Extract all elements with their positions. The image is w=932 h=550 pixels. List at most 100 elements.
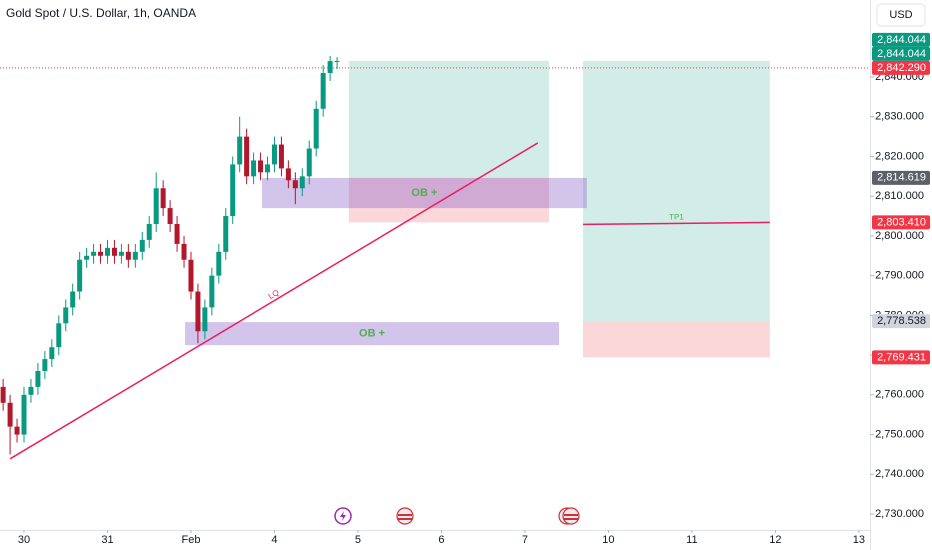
candle-body <box>118 251 124 256</box>
price-label-bg <box>872 350 930 365</box>
price-label-bg <box>872 46 930 61</box>
flag-stripe <box>398 518 412 520</box>
candle-body <box>132 251 138 260</box>
price-label: 2,769.431 <box>877 351 926 363</box>
candle-body <box>98 251 104 256</box>
candle-body <box>139 239 145 252</box>
zone <box>261 177 587 209</box>
zone <box>348 60 549 178</box>
x-tick-label: 4 <box>271 534 277 546</box>
x-tick-label: 30 <box>18 534 30 546</box>
candle-body <box>56 323 62 348</box>
event-icon-bolt <box>340 511 346 521</box>
candle-body <box>125 251 131 260</box>
currency-button[interactable] <box>876 3 926 27</box>
candle-body <box>223 216 229 252</box>
candle-body <box>7 402 13 427</box>
candle-body <box>160 188 166 209</box>
x-tick-label: 10 <box>602 534 614 546</box>
y-tick-label: 2,810.000 <box>875 190 924 202</box>
zone-label: OB + <box>359 328 385 340</box>
price-label: 2,844.044 <box>877 48 926 60</box>
candle-body <box>258 160 264 173</box>
candle-body <box>49 347 55 360</box>
candle-body <box>244 136 250 177</box>
candle-body <box>285 168 291 181</box>
candle-body <box>202 307 208 332</box>
x-tick-label: 5 <box>355 534 361 546</box>
candle-body <box>265 164 271 173</box>
candle-body <box>209 275 215 308</box>
candle-body <box>77 259 83 292</box>
zone-label: OB + <box>411 187 437 199</box>
x-tick-label: 12 <box>769 534 781 546</box>
price-label: 2,778.538 <box>877 315 926 327</box>
candle-body <box>153 188 159 224</box>
price-label-bg <box>872 32 930 47</box>
y-tick-label: 2,790.000 <box>875 270 924 282</box>
candle-body <box>230 164 236 217</box>
candle-body <box>104 247 110 256</box>
candle-body <box>21 394 27 435</box>
candle-body <box>70 291 76 308</box>
chart-title: Gold Spot / U.S. Dollar, 1h, OANDA <box>6 6 196 20</box>
price-label-bg <box>872 215 930 230</box>
candle-body <box>299 176 305 189</box>
price-label: 2,803.410 <box>877 216 926 228</box>
candle-body <box>188 259 194 292</box>
candle-body <box>271 144 277 165</box>
y-tick-label: 2,760.000 <box>875 389 924 401</box>
y-tick-label: 2,750.000 <box>875 428 924 440</box>
zone <box>583 60 770 322</box>
candle-body <box>146 223 152 240</box>
candle-body <box>278 144 284 169</box>
zone <box>348 177 549 223</box>
flag-stripe <box>564 514 578 516</box>
candle-body <box>42 359 48 371</box>
candle-body <box>111 247 117 256</box>
y-tick-label: 2,730.000 <box>875 508 924 520</box>
candle-body <box>320 73 326 109</box>
y-tick-label: 2,820.000 <box>875 150 924 162</box>
x-tick-label: 31 <box>101 534 113 546</box>
candle-body <box>306 148 312 177</box>
x-tick-label: 11 <box>686 534 697 546</box>
price-label-bg <box>872 60 930 75</box>
candle-body <box>237 136 243 165</box>
trend-line <box>9 142 539 460</box>
candle-body <box>334 60 340 62</box>
x-tick-label: 7 <box>522 534 528 546</box>
price-label-bg <box>872 314 930 329</box>
x-tick-label: Feb <box>181 534 200 546</box>
currency-label[interactable]: USD <box>889 9 912 21</box>
zone <box>583 321 770 358</box>
flag-stripe <box>564 518 578 520</box>
candle-body <box>167 208 173 224</box>
candle-body <box>35 371 41 387</box>
zone <box>185 322 560 346</box>
candle-body <box>14 426 20 435</box>
candle-body <box>84 255 90 260</box>
candle-body <box>327 61 333 74</box>
event-icons <box>334 507 580 525</box>
candle-body <box>292 180 298 189</box>
candle-body <box>195 291 201 332</box>
y-tick-label: 2,830.000 <box>875 111 924 123</box>
price-label: 2,814.619 <box>877 172 926 184</box>
flag-stripe <box>398 514 412 516</box>
candle-body <box>251 160 257 177</box>
price-label: 2,842.290 <box>877 62 926 74</box>
line-label: TP1 <box>669 212 684 221</box>
price-label: 2,844.044 <box>877 34 926 46</box>
price-label-bg <box>872 170 930 185</box>
y-tick-label: 2,800.000 <box>875 230 924 242</box>
candle-body <box>174 223 180 244</box>
candle-body <box>91 251 97 256</box>
candle-body <box>28 386 34 395</box>
trend-line <box>583 221 770 226</box>
x-tick-label: 13 <box>853 534 865 546</box>
candle-body <box>63 307 69 324</box>
